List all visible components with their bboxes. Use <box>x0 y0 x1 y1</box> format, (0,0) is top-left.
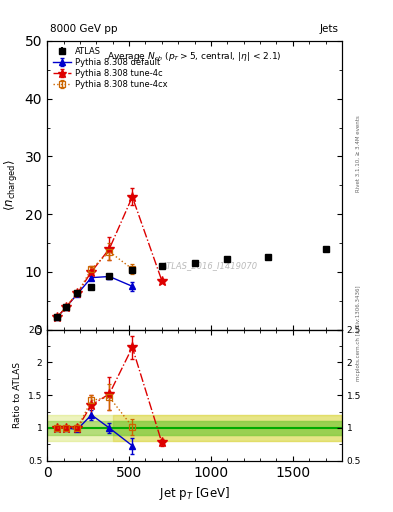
Text: ATLAS_2016_I1419070: ATLAS_2016_I1419070 <box>161 262 257 271</box>
Y-axis label: $\langle n_{\rm charged}\rangle$: $\langle n_{\rm charged}\rangle$ <box>2 160 19 211</box>
Text: Rivet 3.1.10, ≥ 3.4M events: Rivet 3.1.10, ≥ 3.4M events <box>356 115 361 192</box>
Text: 8000 GeV pp: 8000 GeV pp <box>50 24 118 34</box>
Legend: ATLAS, Pythia 8.308 default, Pythia 8.308 tune-4c, Pythia 8.308 tune-4cx: ATLAS, Pythia 8.308 default, Pythia 8.30… <box>51 45 169 91</box>
Text: mcplots.cern.ch [arXiv:1306.3436]: mcplots.cern.ch [arXiv:1306.3436] <box>356 285 361 380</box>
Text: Jets: Jets <box>320 24 339 34</box>
Bar <box>47 415 342 441</box>
X-axis label: Jet p$_T$ [GeV]: Jet p$_T$ [GeV] <box>159 485 230 502</box>
Y-axis label: Ratio to ATLAS: Ratio to ATLAS <box>13 362 22 428</box>
Text: Average $N_{ch}$ ($p_T$$>$5, central, $|\eta|$ < 2.1): Average $N_{ch}$ ($p_T$$>$5, central, $|… <box>107 50 282 62</box>
Bar <box>47 421 342 435</box>
